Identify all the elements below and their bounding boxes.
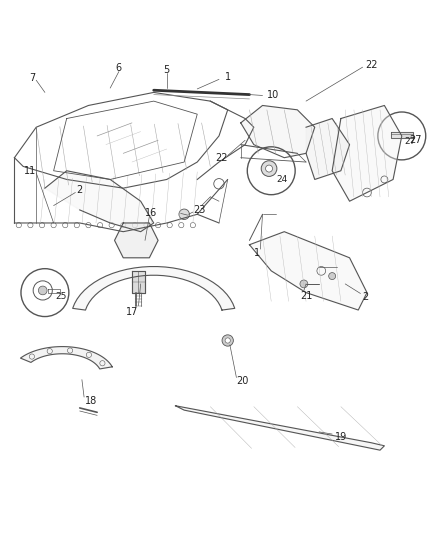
- Text: 1: 1: [254, 247, 260, 257]
- Polygon shape: [306, 118, 350, 180]
- Polygon shape: [21, 346, 112, 369]
- Text: 27: 27: [410, 135, 422, 146]
- Text: 16: 16: [145, 208, 158, 219]
- Text: 17: 17: [126, 307, 138, 317]
- Text: 10: 10: [267, 91, 279, 100]
- Polygon shape: [332, 106, 402, 201]
- Polygon shape: [73, 266, 235, 310]
- Text: 11: 11: [24, 166, 36, 176]
- Text: 5: 5: [164, 65, 170, 75]
- Text: 24: 24: [276, 175, 288, 184]
- Circle shape: [225, 338, 230, 343]
- Text: 18: 18: [85, 395, 97, 406]
- Text: 6: 6: [116, 63, 122, 74]
- Polygon shape: [132, 271, 145, 293]
- Text: 22: 22: [215, 152, 227, 163]
- Text: 2: 2: [77, 185, 83, 195]
- Circle shape: [179, 209, 189, 220]
- Text: 27: 27: [405, 136, 416, 146]
- Polygon shape: [45, 171, 154, 232]
- Polygon shape: [391, 132, 413, 138]
- Text: 23: 23: [193, 205, 205, 215]
- Circle shape: [247, 147, 295, 195]
- Circle shape: [21, 269, 69, 317]
- Text: 1: 1: [225, 72, 231, 82]
- Circle shape: [222, 335, 233, 346]
- Polygon shape: [176, 406, 385, 450]
- Circle shape: [265, 165, 272, 172]
- Polygon shape: [115, 223, 158, 258]
- Polygon shape: [241, 106, 315, 158]
- Circle shape: [300, 280, 308, 288]
- Circle shape: [39, 286, 47, 295]
- Polygon shape: [250, 232, 367, 310]
- Text: 25: 25: [56, 292, 67, 301]
- Text: 20: 20: [237, 376, 249, 385]
- Circle shape: [261, 161, 277, 176]
- Text: 21: 21: [300, 291, 312, 301]
- Text: 7: 7: [29, 74, 35, 84]
- Text: 22: 22: [365, 60, 378, 70]
- Text: 19: 19: [335, 432, 347, 442]
- Circle shape: [378, 112, 426, 160]
- Text: 2: 2: [363, 292, 369, 302]
- Circle shape: [328, 272, 336, 279]
